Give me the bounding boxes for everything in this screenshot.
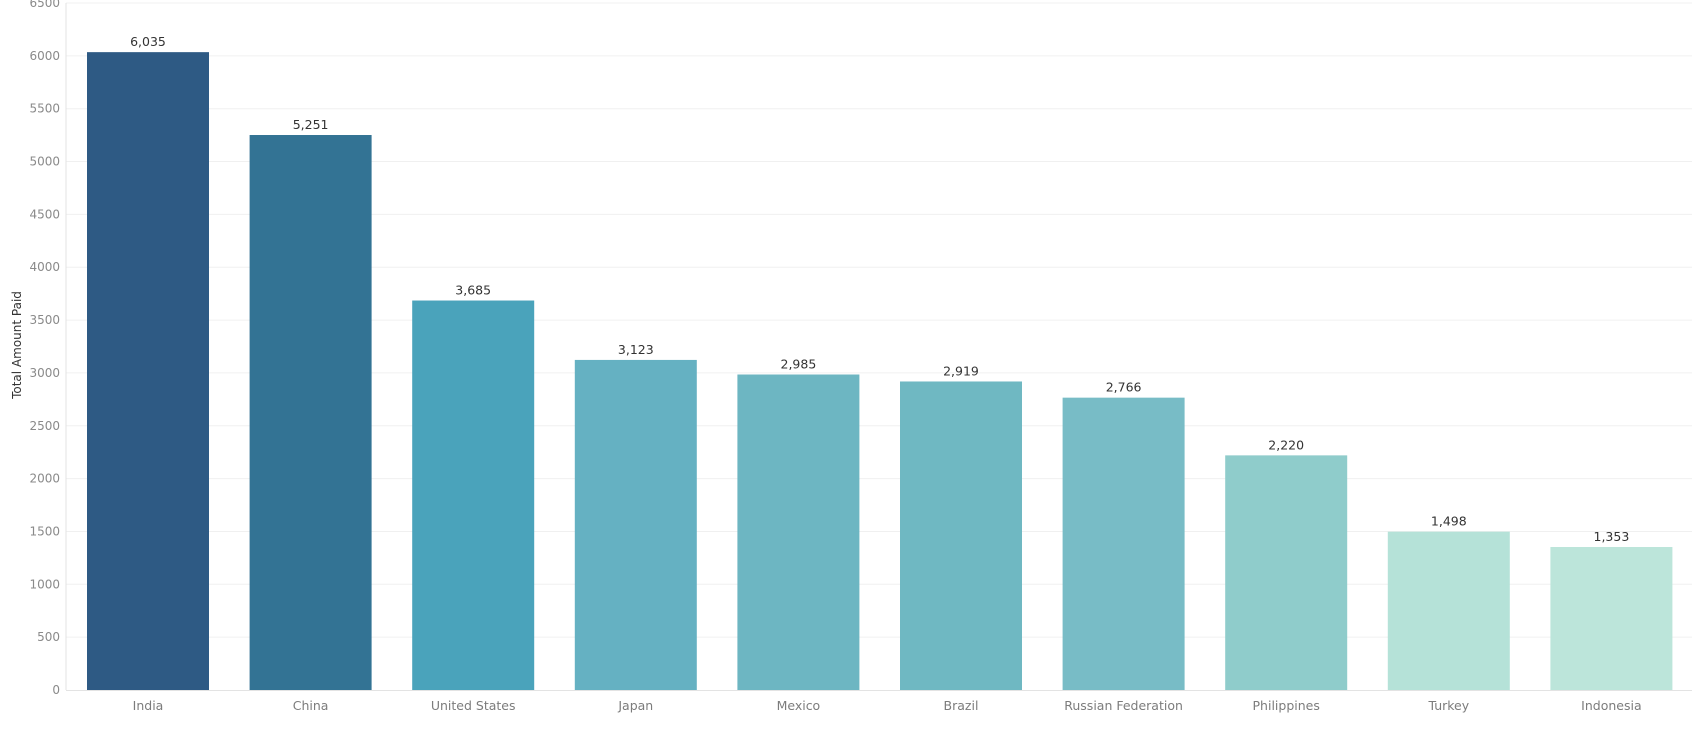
y-tick-label: 1000 <box>29 577 60 591</box>
bar-philippines[interactable] <box>1225 455 1348 690</box>
data-labels: 6,035 5,251 3,685 3,123 2,985 2,919 2,766 2,220… <box>130 34 1629 544</box>
x-category-label: Turkey <box>1427 698 1469 713</box>
data-label: 5,251 <box>293 117 329 132</box>
y-tick-label: 1500 <box>29 524 60 538</box>
y-tick-label: 2000 <box>29 472 60 486</box>
data-label: 6,035 <box>130 34 166 49</box>
y-tick-label: 6500 <box>29 0 60 10</box>
bars <box>87 52 1673 691</box>
bar-india[interactable] <box>87 52 209 691</box>
x-category-label: India <box>133 698 164 713</box>
x-category-label: Russian Federation <box>1064 698 1183 713</box>
x-category-label: Philippines <box>1253 698 1320 713</box>
bar-united-states[interactable] <box>412 300 535 690</box>
y-tick-label: 500 <box>37 630 60 644</box>
x-category-label: Mexico <box>777 698 821 713</box>
bar-brazil[interactable] <box>900 381 1022 690</box>
y-axis-title: Total Amount Paid <box>10 291 24 400</box>
y-tick-label: 5000 <box>29 155 60 169</box>
data-label: 1,498 <box>1431 514 1467 529</box>
y-tick-label: 0 <box>52 683 60 697</box>
bar-china[interactable] <box>249 135 372 690</box>
axes <box>65 3 1692 691</box>
bar-japan[interactable] <box>574 359 697 690</box>
y-tick-label: 3500 <box>29 313 60 327</box>
bar-turkey[interactable] <box>1387 531 1510 690</box>
y-tick-label: 5500 <box>29 102 60 116</box>
y-axis-ticks: 0 500 1000 1500 2000 2500 3000 3500 4000 4500 5000… <box>29 0 60 697</box>
x-category-label: Brazil <box>944 698 979 713</box>
x-axis-categories: India China United States Japan Mexico Brazil… <box>133 698 1642 713</box>
bar-indonesia[interactable] <box>1550 546 1673 690</box>
bar-russian-federation[interactable] <box>1062 397 1185 690</box>
y-tick-label: 4500 <box>29 207 60 221</box>
y-tick-label: 3000 <box>29 366 60 380</box>
data-label: 2,220 <box>1268 437 1304 452</box>
x-category-label: United States <box>431 698 516 713</box>
data-label: 1,353 <box>1594 529 1630 544</box>
data-label: 2,985 <box>781 357 817 372</box>
y-tick-label: 4000 <box>29 260 60 274</box>
x-category-label: Japan <box>617 698 653 713</box>
data-label: 2,919 <box>943 363 979 378</box>
data-label: 3,123 <box>618 342 654 357</box>
y-tick-label: 2500 <box>29 419 60 433</box>
data-label: 2,766 <box>1106 380 1142 395</box>
bar-mexico[interactable] <box>737 374 860 690</box>
x-category-label: Indonesia <box>1581 698 1641 713</box>
y-tick-label: 6000 <box>29 49 60 63</box>
x-category-label: China <box>293 698 329 713</box>
data-label: 3,685 <box>455 283 491 298</box>
